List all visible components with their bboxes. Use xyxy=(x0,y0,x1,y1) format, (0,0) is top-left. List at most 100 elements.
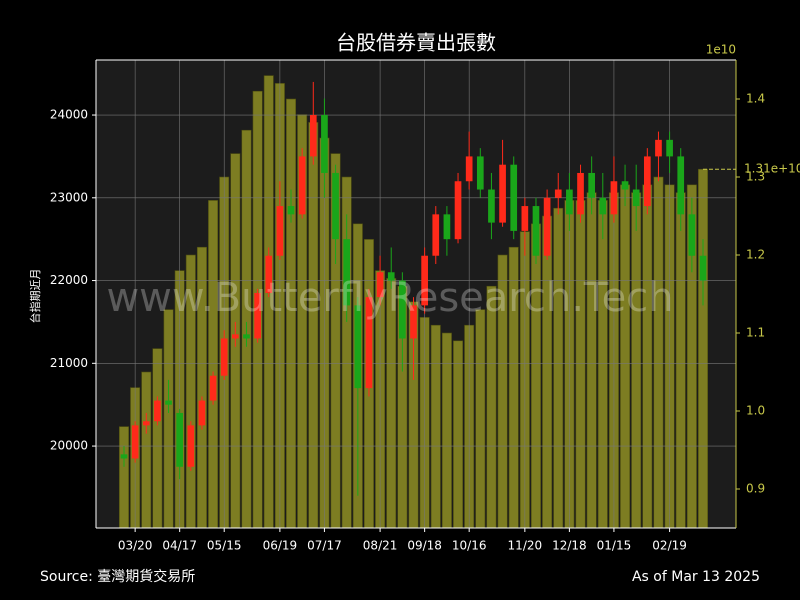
volume-bar xyxy=(141,371,152,529)
candle-body xyxy=(399,280,406,339)
candle-body xyxy=(655,139,662,157)
volume-bar xyxy=(653,176,664,529)
candle-body xyxy=(554,189,562,198)
volume-bar xyxy=(486,285,497,529)
candle-body xyxy=(476,156,484,190)
volume-bar xyxy=(163,309,174,529)
candle-body xyxy=(421,255,428,306)
candle-body xyxy=(588,172,595,198)
candle-body xyxy=(209,375,217,401)
candle-body xyxy=(265,255,273,293)
volume-bar xyxy=(675,192,686,529)
y2-tick-label: 1.0 xyxy=(746,404,765,418)
last-value-label: 1.31e+10 xyxy=(744,162,800,176)
volume-bar xyxy=(531,223,541,529)
x-tick-label: 05/15 xyxy=(207,539,242,553)
y-tick-label: 21000 xyxy=(50,356,88,370)
y2-tick-label: 1.4 xyxy=(746,92,765,106)
candle-body xyxy=(643,156,651,207)
candle-body xyxy=(521,206,529,231)
y-axis-label: 台指期近月 xyxy=(28,269,42,324)
x-tick-label: 03/20 xyxy=(118,539,153,553)
x-tick-label: 09/18 xyxy=(407,539,442,553)
candle-body xyxy=(154,400,161,422)
candle-body xyxy=(142,421,150,426)
candle-body xyxy=(499,164,506,223)
source: Source: 臺灣期貨交易所 xyxy=(40,568,195,585)
x-tick-label: 08/21 xyxy=(363,539,398,553)
volume-bar xyxy=(586,192,597,529)
candle-body xyxy=(298,156,306,215)
candle-body xyxy=(532,206,540,256)
candle-body xyxy=(176,412,184,467)
volume-bar xyxy=(119,426,129,529)
volume-bar xyxy=(620,184,631,529)
candle-body xyxy=(599,197,607,215)
volume-bar xyxy=(698,168,708,529)
candle-body xyxy=(566,189,573,215)
candle-body xyxy=(410,305,417,339)
candle-body xyxy=(577,172,584,215)
watermark: www.ButterflyResearch.Tech xyxy=(106,275,673,321)
candle-body xyxy=(699,255,707,281)
candle-body xyxy=(321,115,328,173)
candle-body xyxy=(232,334,239,339)
x-tick-label: 04/17 xyxy=(162,539,197,553)
x-tick-label: 01/15 xyxy=(597,539,632,553)
candle-body xyxy=(309,115,317,157)
candle-body xyxy=(198,400,206,426)
candle-body xyxy=(543,197,551,256)
volume-bar xyxy=(475,309,486,529)
volume-bar xyxy=(430,324,441,529)
y2-offset: 1e10 xyxy=(706,43,736,57)
candle-body xyxy=(387,272,395,281)
chart-title: 台股借券賣出張數 xyxy=(336,31,496,55)
volume-bar xyxy=(308,122,319,529)
candle-body xyxy=(120,454,128,459)
candle-body xyxy=(332,172,339,240)
y2-tick-label: 0.9 xyxy=(746,482,765,496)
candle-body xyxy=(354,305,362,389)
y-tick-label: 22000 xyxy=(50,273,88,287)
volume-bar xyxy=(208,200,219,529)
x-tick-label: 10/16 xyxy=(452,539,487,553)
volume-bar xyxy=(575,200,586,529)
candle-body xyxy=(610,181,618,215)
candle-body xyxy=(220,338,228,376)
x-tick-label: 07/17 xyxy=(307,539,342,553)
volume-bar xyxy=(542,215,553,529)
candle-body xyxy=(443,214,451,240)
candle-body xyxy=(376,272,384,298)
y-tick-label: 24000 xyxy=(50,108,88,122)
candle-body xyxy=(276,206,284,256)
candle-body xyxy=(632,189,640,207)
candle-body xyxy=(510,164,518,231)
volume-bar xyxy=(642,184,653,529)
candle-body xyxy=(131,425,139,459)
candle-body xyxy=(254,292,261,339)
candle-body xyxy=(688,214,696,256)
candle-body xyxy=(488,189,495,223)
x-tick-label: 02/19 xyxy=(652,539,687,553)
candle-body xyxy=(287,206,295,215)
candle-body xyxy=(243,334,250,339)
volume-bar xyxy=(152,348,163,529)
y2-tick-label: 1.1 xyxy=(746,326,765,340)
y-tick-label: 23000 xyxy=(50,190,88,204)
candle-body xyxy=(465,156,473,182)
x-tick-label: 06/19 xyxy=(263,539,298,553)
volume-bar xyxy=(631,192,642,529)
volume-bar xyxy=(453,340,464,529)
y2-tick-label: 1.3 xyxy=(746,170,765,184)
volume-bar xyxy=(441,332,452,529)
y2-tick-label: 1.2 xyxy=(746,248,765,262)
candle-body xyxy=(365,297,373,389)
x-tick-label: 12/18 xyxy=(552,539,587,553)
candle-body xyxy=(621,181,629,190)
candle-body xyxy=(165,400,172,405)
candle-body xyxy=(432,214,440,256)
as-of: As of Mar 13 2025 xyxy=(632,569,760,585)
candle-body xyxy=(343,239,351,306)
volume-bar xyxy=(597,200,608,529)
